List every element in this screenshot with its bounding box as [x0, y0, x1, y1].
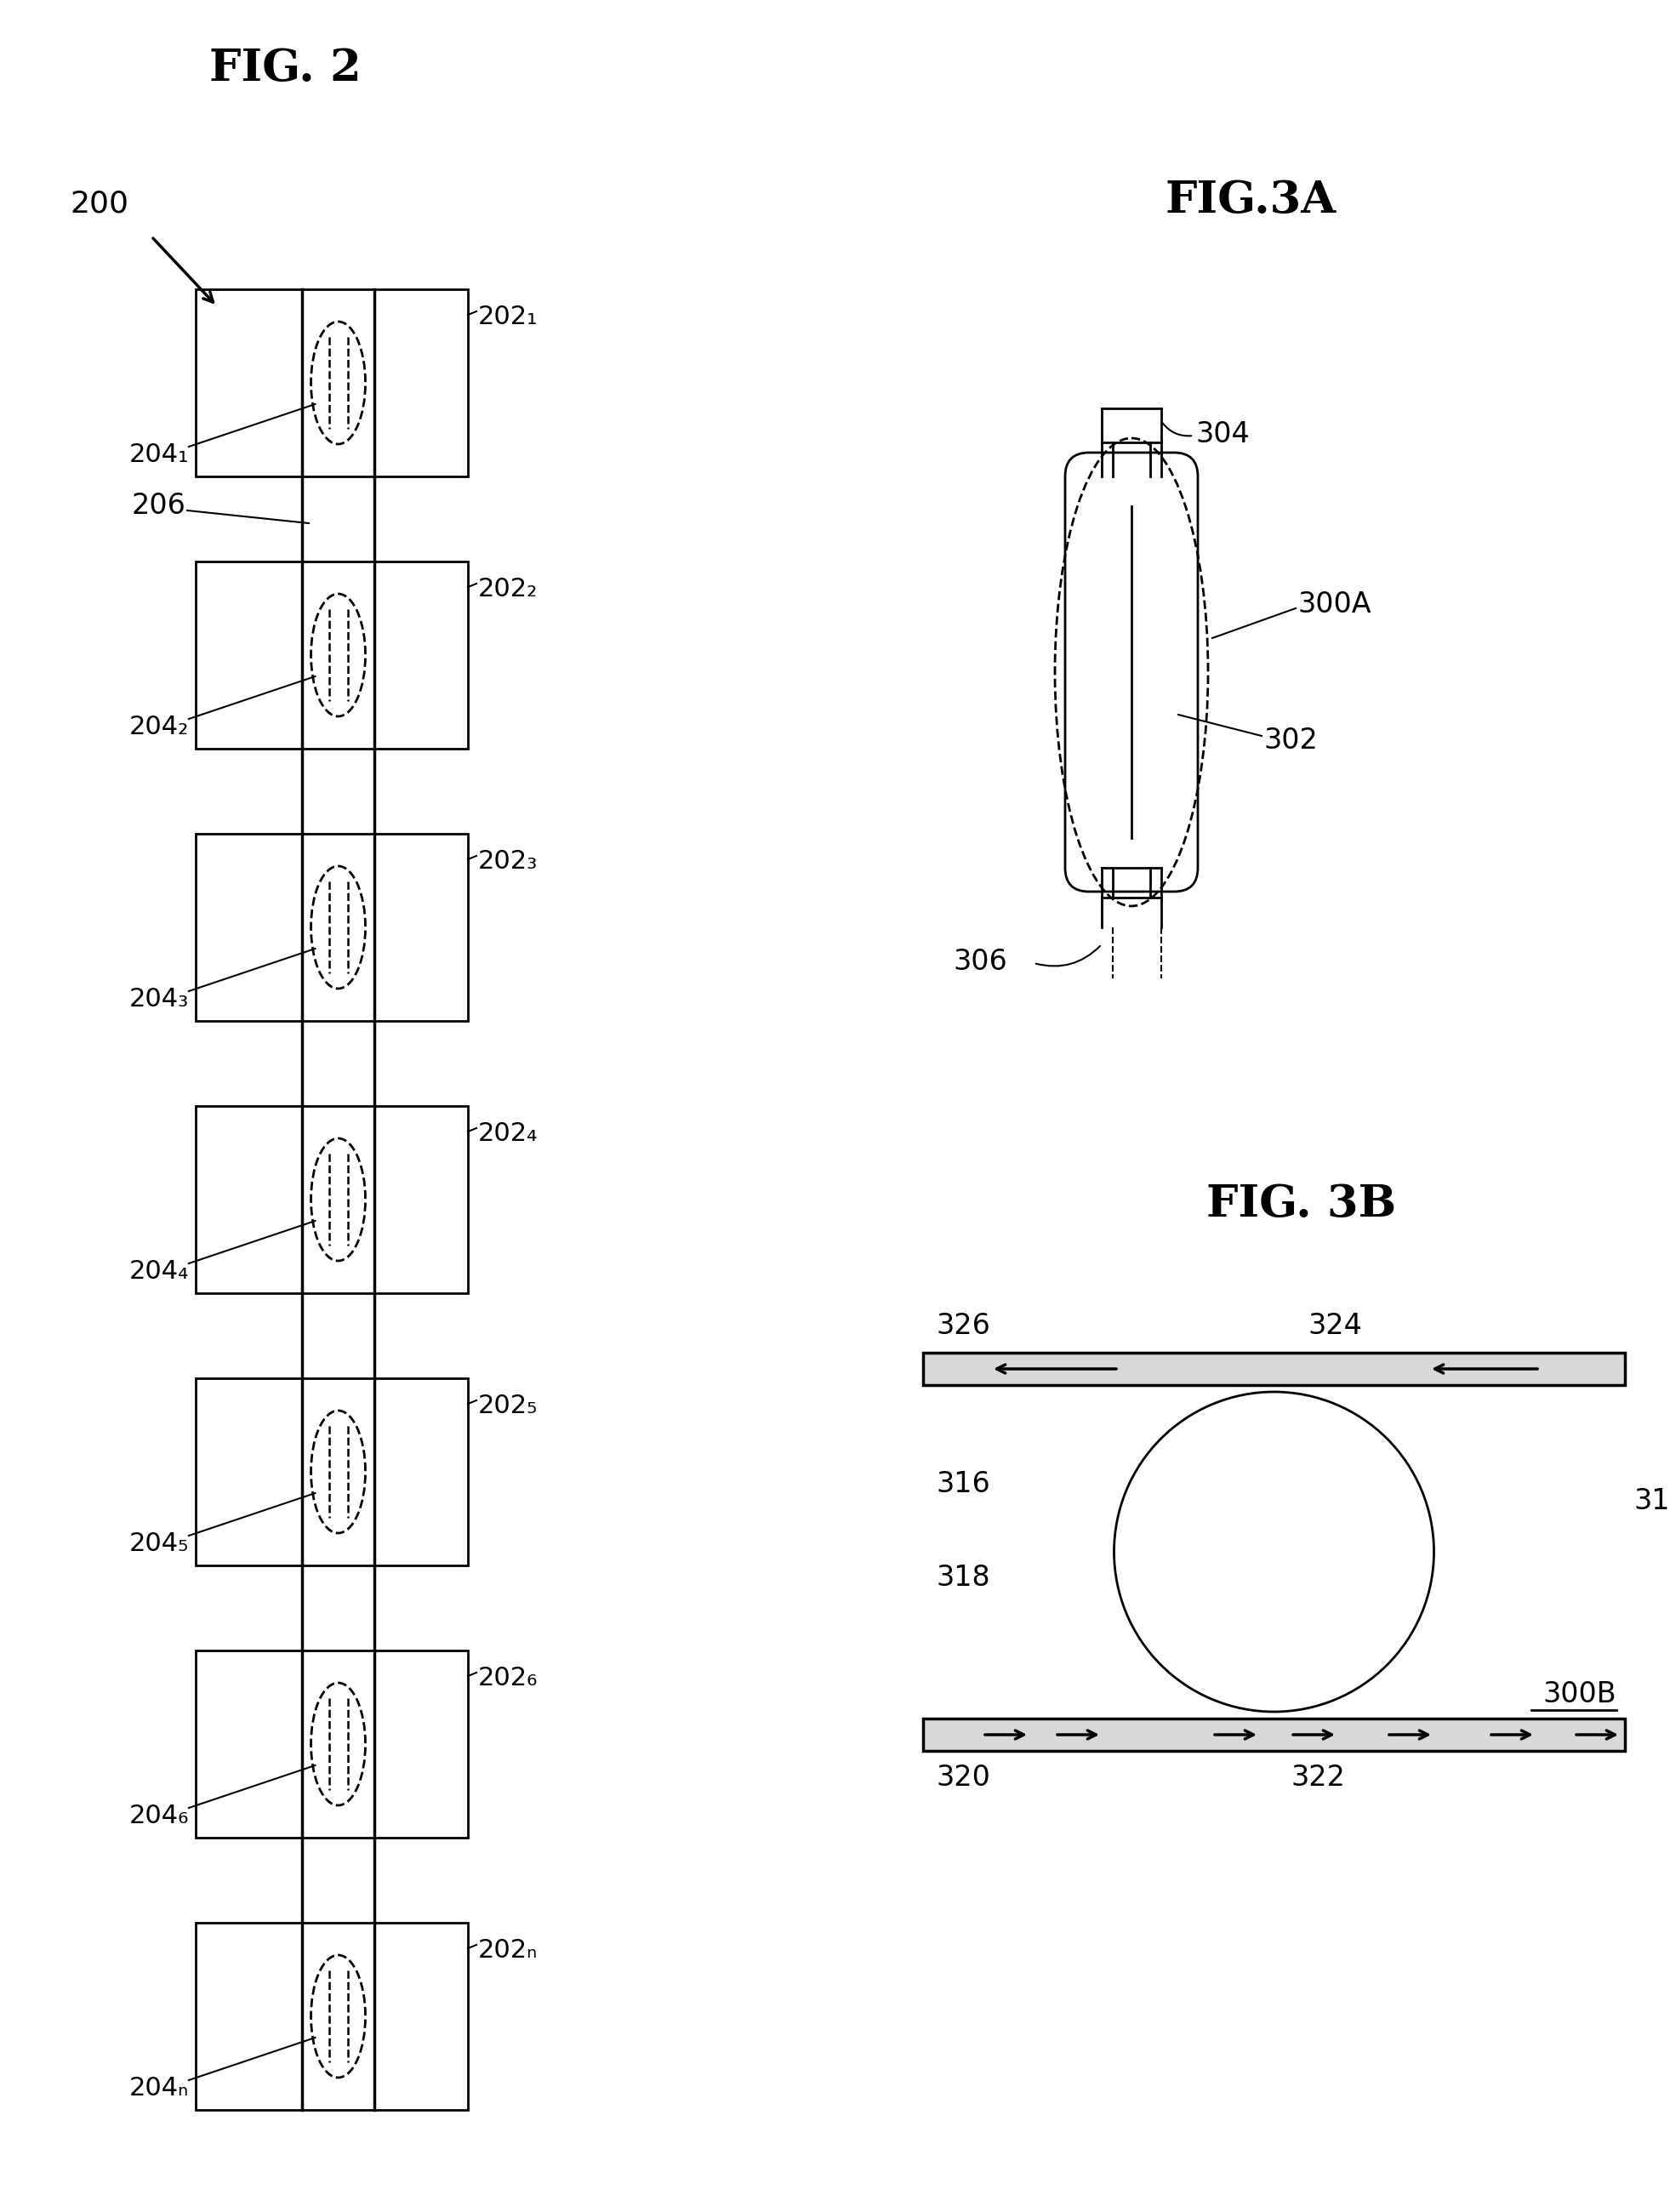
- Bar: [195, 290, 468, 476]
- Text: 202₆: 202₆: [478, 1666, 538, 1690]
- Text: 326: 326: [935, 1312, 990, 1340]
- Text: 204₁: 204₁: [129, 442, 189, 467]
- Text: 302: 302: [1263, 726, 1318, 754]
- Text: 202₄: 202₄: [478, 1121, 538, 1146]
- Bar: [195, 1650, 468, 1838]
- Text: 300B: 300B: [1543, 1681, 1617, 1708]
- Text: 318: 318: [935, 1564, 990, 1590]
- Bar: [924, 1354, 1625, 1385]
- Text: 300A: 300A: [1298, 591, 1371, 617]
- Text: 322: 322: [1291, 1763, 1344, 1792]
- Bar: [195, 834, 468, 1022]
- Text: 204₂: 204₂: [129, 714, 189, 739]
- Text: 200: 200: [70, 190, 129, 219]
- Bar: [195, 1106, 468, 1294]
- Text: 202₂: 202₂: [478, 577, 538, 602]
- Text: FIG. 3B: FIG. 3B: [1207, 1183, 1396, 1225]
- Text: 314: 314: [1633, 1486, 1670, 1515]
- Text: 204₆: 204₆: [129, 1803, 189, 1829]
- Text: 320: 320: [935, 1763, 990, 1792]
- Text: FIG. 2: FIG. 2: [209, 46, 361, 91]
- Text: 304: 304: [1196, 420, 1249, 447]
- Text: 202₃: 202₃: [478, 849, 538, 874]
- Text: 202₁: 202₁: [478, 305, 538, 330]
- Text: 204ₙ: 204ₙ: [129, 2075, 189, 2101]
- Text: 306: 306: [954, 947, 1007, 975]
- Text: 204₃: 204₃: [129, 987, 189, 1011]
- Text: 206: 206: [132, 493, 185, 520]
- Bar: [195, 1378, 468, 1566]
- Text: FIG.3A: FIG.3A: [1166, 179, 1336, 221]
- Bar: [195, 1922, 468, 2110]
- Text: 204₄: 204₄: [129, 1259, 189, 1283]
- Text: 204₅: 204₅: [129, 1531, 189, 1555]
- FancyBboxPatch shape: [1065, 453, 1197, 891]
- Text: 202ₙ: 202ₙ: [478, 1938, 538, 1962]
- Bar: [195, 562, 468, 748]
- Text: 324: 324: [1308, 1312, 1363, 1340]
- Bar: [924, 1719, 1625, 1752]
- Text: 202₅: 202₅: [478, 1394, 538, 1418]
- Text: 316: 316: [935, 1469, 990, 1498]
